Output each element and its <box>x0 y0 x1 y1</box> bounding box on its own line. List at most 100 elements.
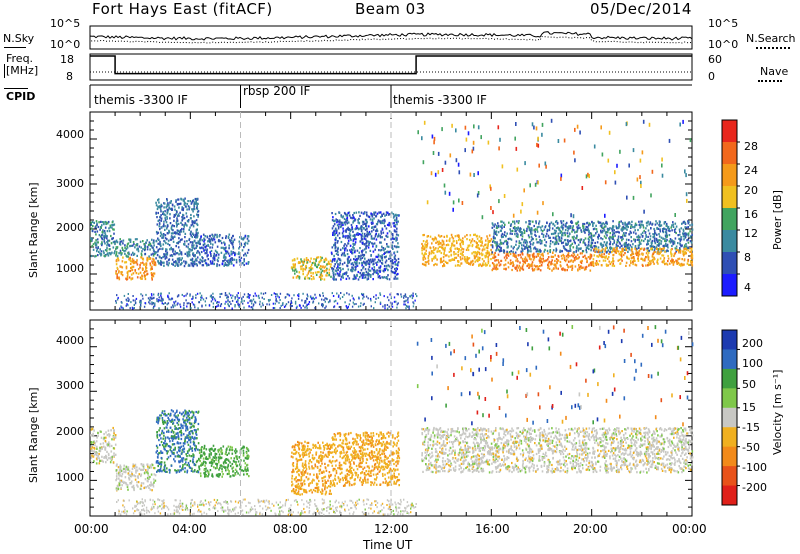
power-cell <box>576 221 579 224</box>
power-cell <box>140 246 142 249</box>
power-cell <box>522 244 525 247</box>
power-near-range-cell <box>308 303 310 306</box>
power-cell <box>528 263 531 266</box>
power-cell <box>126 278 128 281</box>
power-cell <box>109 253 112 256</box>
power-cell <box>616 238 619 242</box>
power-cell <box>452 237 455 240</box>
power-cell <box>453 253 455 256</box>
power-cell <box>523 239 526 242</box>
power-cell <box>495 259 498 262</box>
power-cell <box>355 238 357 241</box>
power-cell <box>397 234 400 237</box>
power-cell <box>662 244 665 247</box>
power-cell <box>316 266 319 269</box>
power-cell <box>611 264 614 267</box>
power-cell <box>191 246 193 249</box>
power-cell <box>392 271 395 274</box>
power-cell <box>432 239 435 242</box>
power-cell <box>369 258 372 261</box>
power-cell <box>590 262 593 265</box>
power-cell <box>325 258 328 261</box>
power-cell <box>181 208 183 211</box>
power-near-range-cell <box>255 294 257 297</box>
power-cell <box>144 270 146 273</box>
power-cell <box>243 246 245 249</box>
power-cell <box>658 243 661 246</box>
power-cell <box>609 262 612 266</box>
power-cell <box>604 248 606 251</box>
power-cell <box>604 256 607 259</box>
power-cell <box>193 254 195 257</box>
power-sparse-cell <box>477 125 480 130</box>
power-cell <box>196 213 198 216</box>
power-cell <box>590 255 593 258</box>
power-near-range-cell <box>189 294 191 297</box>
power-cell <box>162 225 165 228</box>
power-cell <box>654 242 657 245</box>
power-sparse-cell <box>588 174 590 179</box>
power-near-range-cell <box>308 301 311 303</box>
power-cell <box>653 227 655 231</box>
power-cell <box>166 248 168 251</box>
power-near-range-cell <box>250 299 253 302</box>
power-cell <box>471 243 474 247</box>
power-cell <box>110 242 113 245</box>
power-cell <box>106 241 108 244</box>
power-cell <box>677 262 680 265</box>
power-cell <box>295 276 298 279</box>
power-cell <box>571 268 573 271</box>
power-sparse-cell <box>685 192 688 197</box>
power-cell <box>690 261 692 264</box>
power-cell <box>296 257 299 260</box>
power-cell <box>571 228 574 231</box>
power-cell <box>672 241 674 244</box>
power-cell <box>367 262 369 265</box>
power-cell <box>148 255 150 258</box>
power-cell <box>659 257 662 260</box>
power-cell <box>625 225 628 228</box>
power-cell <box>543 238 546 241</box>
power-cell <box>491 245 494 248</box>
power-cell <box>315 259 317 263</box>
power-cell <box>595 260 598 263</box>
power-cell <box>423 253 426 256</box>
power-cell <box>393 222 396 225</box>
cpid-label-rule <box>4 88 28 89</box>
power-cell <box>192 262 194 266</box>
power-near-range-cell <box>237 303 239 306</box>
power-cell <box>682 254 685 257</box>
power-cell <box>153 239 155 242</box>
power-cell <box>691 248 693 251</box>
power-cell <box>569 247 571 250</box>
power-cell <box>170 200 172 203</box>
power-cell <box>125 254 128 257</box>
power-cell <box>555 227 558 230</box>
power-cell <box>360 238 363 241</box>
power-near-range-cell <box>220 303 223 305</box>
power-cell <box>589 232 591 235</box>
power-cell <box>538 220 541 223</box>
power-cell <box>596 241 599 244</box>
power-cell <box>364 273 366 277</box>
power-cell <box>531 229 533 232</box>
power-cell <box>232 251 234 254</box>
power-cell <box>511 232 513 235</box>
power-cell <box>384 225 386 228</box>
power-cell <box>536 230 539 233</box>
power-cell <box>321 269 324 272</box>
power-sparse-cell <box>521 202 524 207</box>
power-cell <box>481 254 483 257</box>
power-cell <box>486 264 488 267</box>
power-cell <box>311 267 314 270</box>
power-cell <box>240 237 243 240</box>
power-cell <box>129 245 131 248</box>
power-cell <box>522 241 525 244</box>
power-cell <box>189 217 192 220</box>
power-cell <box>180 221 182 224</box>
power-cell <box>387 211 389 214</box>
power-cell <box>648 263 651 266</box>
power-cell <box>133 252 136 255</box>
power-cell <box>691 228 694 231</box>
power-cell <box>546 249 549 252</box>
